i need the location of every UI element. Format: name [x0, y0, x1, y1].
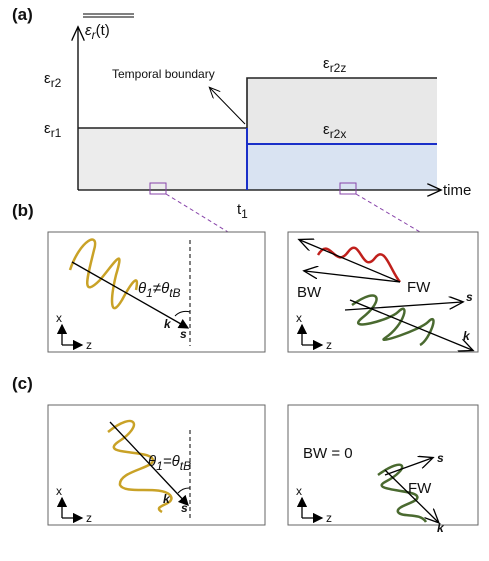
level-label: εr2	[44, 70, 62, 90]
region-after	[247, 78, 437, 144]
axis-label: z	[86, 338, 92, 352]
zoom-box	[149, 182, 167, 195]
panel-box	[47, 231, 266, 353]
fw-s-vector	[384, 458, 432, 476]
axis-label: z	[326, 511, 332, 525]
panel-label: (a)	[12, 5, 33, 24]
s-label: s	[437, 451, 444, 465]
backward-wave	[316, 246, 401, 283]
fw-s-vector	[344, 302, 462, 311]
k-label: k	[437, 521, 445, 535]
zoom-line	[165, 193, 229, 233]
panel-box	[287, 231, 479, 353]
region-before	[78, 128, 247, 190]
k-label: k	[163, 492, 171, 506]
zoom-line	[355, 193, 421, 233]
x-axis-label: time	[443, 182, 471, 199]
annotation-arrow	[210, 88, 246, 125]
permittivity-z	[78, 77, 437, 129]
bw-vector	[300, 240, 401, 283]
panel-box	[47, 404, 266, 526]
angle-arc	[177, 487, 191, 494]
after-label: εr2x	[323, 121, 346, 141]
annotation: Temporal boundary	[112, 67, 215, 81]
boundary-label: t1	[237, 201, 248, 221]
s-label: s	[181, 501, 188, 515]
axis-label: z	[86, 511, 92, 525]
zoom-box	[339, 182, 357, 195]
panel-label: (c)	[12, 374, 33, 393]
axis-label: x	[56, 484, 62, 498]
angle-label: θ1=θtB	[148, 453, 191, 473]
fw-k-vector	[384, 469, 438, 522]
k-label: k	[463, 329, 471, 343]
incident-wave	[68, 238, 139, 310]
bw-label: BW	[297, 284, 322, 301]
incident-wave	[107, 419, 173, 514]
axis-label: z	[326, 338, 332, 352]
fw-label: FW	[407, 279, 431, 296]
bw-label: BW = 0	[303, 445, 353, 462]
s-label: s	[180, 327, 187, 341]
k-vector	[71, 261, 190, 329]
axis-label: x	[296, 311, 302, 325]
after-label: εr2z	[323, 55, 346, 75]
panel-label: (b)	[12, 201, 34, 220]
axis-label: x	[56, 311, 62, 325]
level-label: εr1	[44, 120, 62, 140]
panel-box	[287, 404, 479, 526]
fw-label: FW	[408, 480, 432, 497]
angle-label: θ1≠θtB	[138, 280, 181, 300]
k-label: k	[164, 317, 172, 331]
bw-vector	[305, 271, 401, 283]
y-axis-label: εr(t)	[85, 22, 110, 42]
region-after-x	[247, 144, 437, 190]
fw-k-vector	[349, 299, 472, 350]
axis-label: x	[296, 484, 302, 498]
k-vector	[109, 421, 189, 506]
angle-arc	[174, 310, 191, 317]
forward-wave	[351, 294, 435, 347]
s-label: s	[466, 290, 473, 304]
